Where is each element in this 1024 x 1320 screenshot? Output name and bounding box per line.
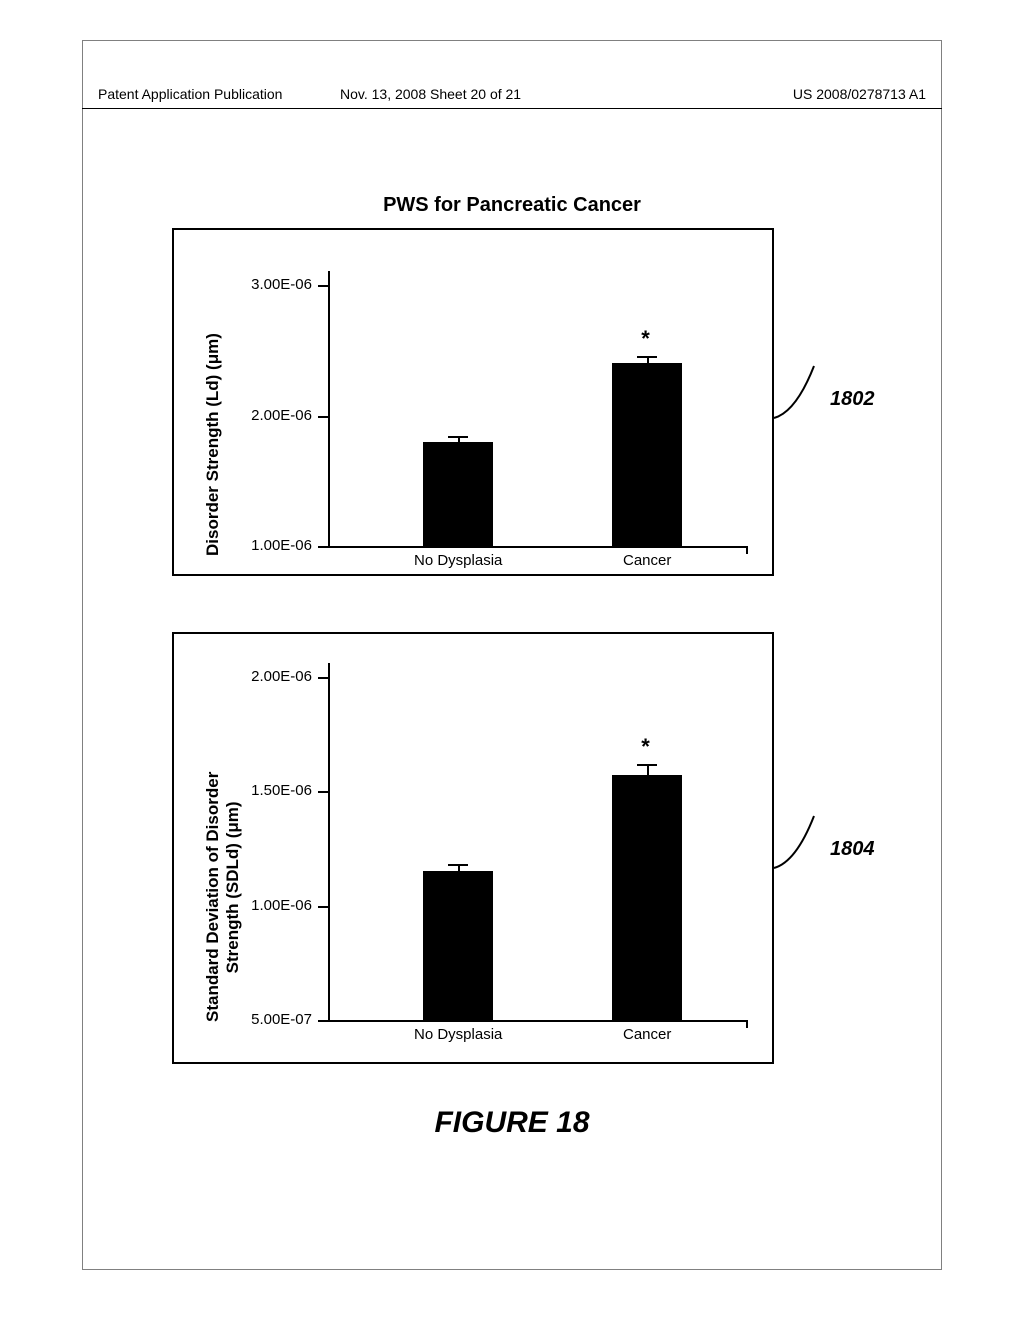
header-right: US 2008/0278713 A1 bbox=[793, 86, 926, 102]
chart-1-x-axis-end-tick bbox=[746, 546, 748, 554]
chart-2-y-tick-label: 1.00E-06 bbox=[232, 897, 312, 914]
chart-2-significance-star: * bbox=[641, 734, 650, 760]
chart-1-y-axis-label: Disorder Strength (Ld) (μm) bbox=[203, 333, 223, 556]
chart-2-bar bbox=[423, 871, 493, 1020]
chart-2-category-label: Cancer bbox=[577, 1026, 717, 1043]
chart-2-y-tick bbox=[318, 1020, 328, 1022]
chart-2-y-tick bbox=[318, 791, 328, 793]
chart-2-x-axis bbox=[328, 1020, 748, 1022]
chart-2-y-tick-label: 1.50E-06 bbox=[232, 782, 312, 799]
chart-1-callout-label: 1802 bbox=[830, 388, 875, 411]
header-left: Patent Application Publication bbox=[98, 86, 282, 102]
chart-2-y-tick-label: 5.00E-07 bbox=[232, 1011, 312, 1028]
chart-2-y-tick-label: 2.00E-06 bbox=[232, 668, 312, 685]
chart-1-x-axis bbox=[328, 546, 748, 548]
chart-2-errorbar-cap bbox=[637, 764, 657, 766]
chart-2-callout-leader bbox=[772, 810, 832, 870]
page: Patent Application Publication Nov. 13, … bbox=[0, 0, 1024, 1320]
chart-2-plot-area: 5.00E-071.00E-061.50E-062.00E-06No Dyspl… bbox=[328, 654, 748, 1020]
chart-2-y-axis bbox=[328, 663, 330, 1020]
chart-2-callout-label: 1804 bbox=[830, 838, 875, 861]
header-rule bbox=[82, 108, 942, 109]
figure-title: PWS for Pancreatic Cancer bbox=[0, 194, 1024, 217]
chart-1-y-tick-label: 1.00E-06 bbox=[232, 537, 312, 554]
chart-1-plot-area: 1.00E-062.00E-063.00E-06No DysplasiaCanc… bbox=[328, 246, 748, 546]
chart-1-bar bbox=[612, 363, 682, 546]
chart-1-y-axis bbox=[328, 271, 330, 546]
chart-1-y-tick bbox=[318, 285, 328, 287]
figure-caption: FIGURE 18 bbox=[0, 1106, 1024, 1140]
chart-1-y-tick-label: 3.00E-06 bbox=[232, 276, 312, 293]
chart-2-errorbar-cap bbox=[448, 864, 468, 866]
chart-1-bar bbox=[423, 442, 493, 546]
header-mid: Nov. 13, 2008 Sheet 20 of 21 bbox=[340, 86, 521, 102]
chart-1-category-label: No Dysplasia bbox=[388, 552, 528, 569]
chart-1-callout-leader bbox=[772, 360, 832, 420]
chart-1-errorbar-cap bbox=[448, 436, 468, 438]
chart-2-y-tick bbox=[318, 677, 328, 679]
chart-1-y-tick bbox=[318, 416, 328, 418]
chart-1-y-tick-label: 2.00E-06 bbox=[232, 407, 312, 424]
chart-1-category-label: Cancer bbox=[577, 552, 717, 569]
chart-2-y-tick bbox=[318, 906, 328, 908]
chart-2-bar bbox=[612, 775, 682, 1020]
chart-1-errorbar-cap bbox=[637, 356, 657, 358]
chart-2-x-axis-end-tick bbox=[746, 1020, 748, 1028]
chart-1-significance-star: * bbox=[641, 326, 650, 352]
chart-2-category-label: No Dysplasia bbox=[388, 1026, 528, 1043]
chart-1-y-tick bbox=[318, 546, 328, 548]
